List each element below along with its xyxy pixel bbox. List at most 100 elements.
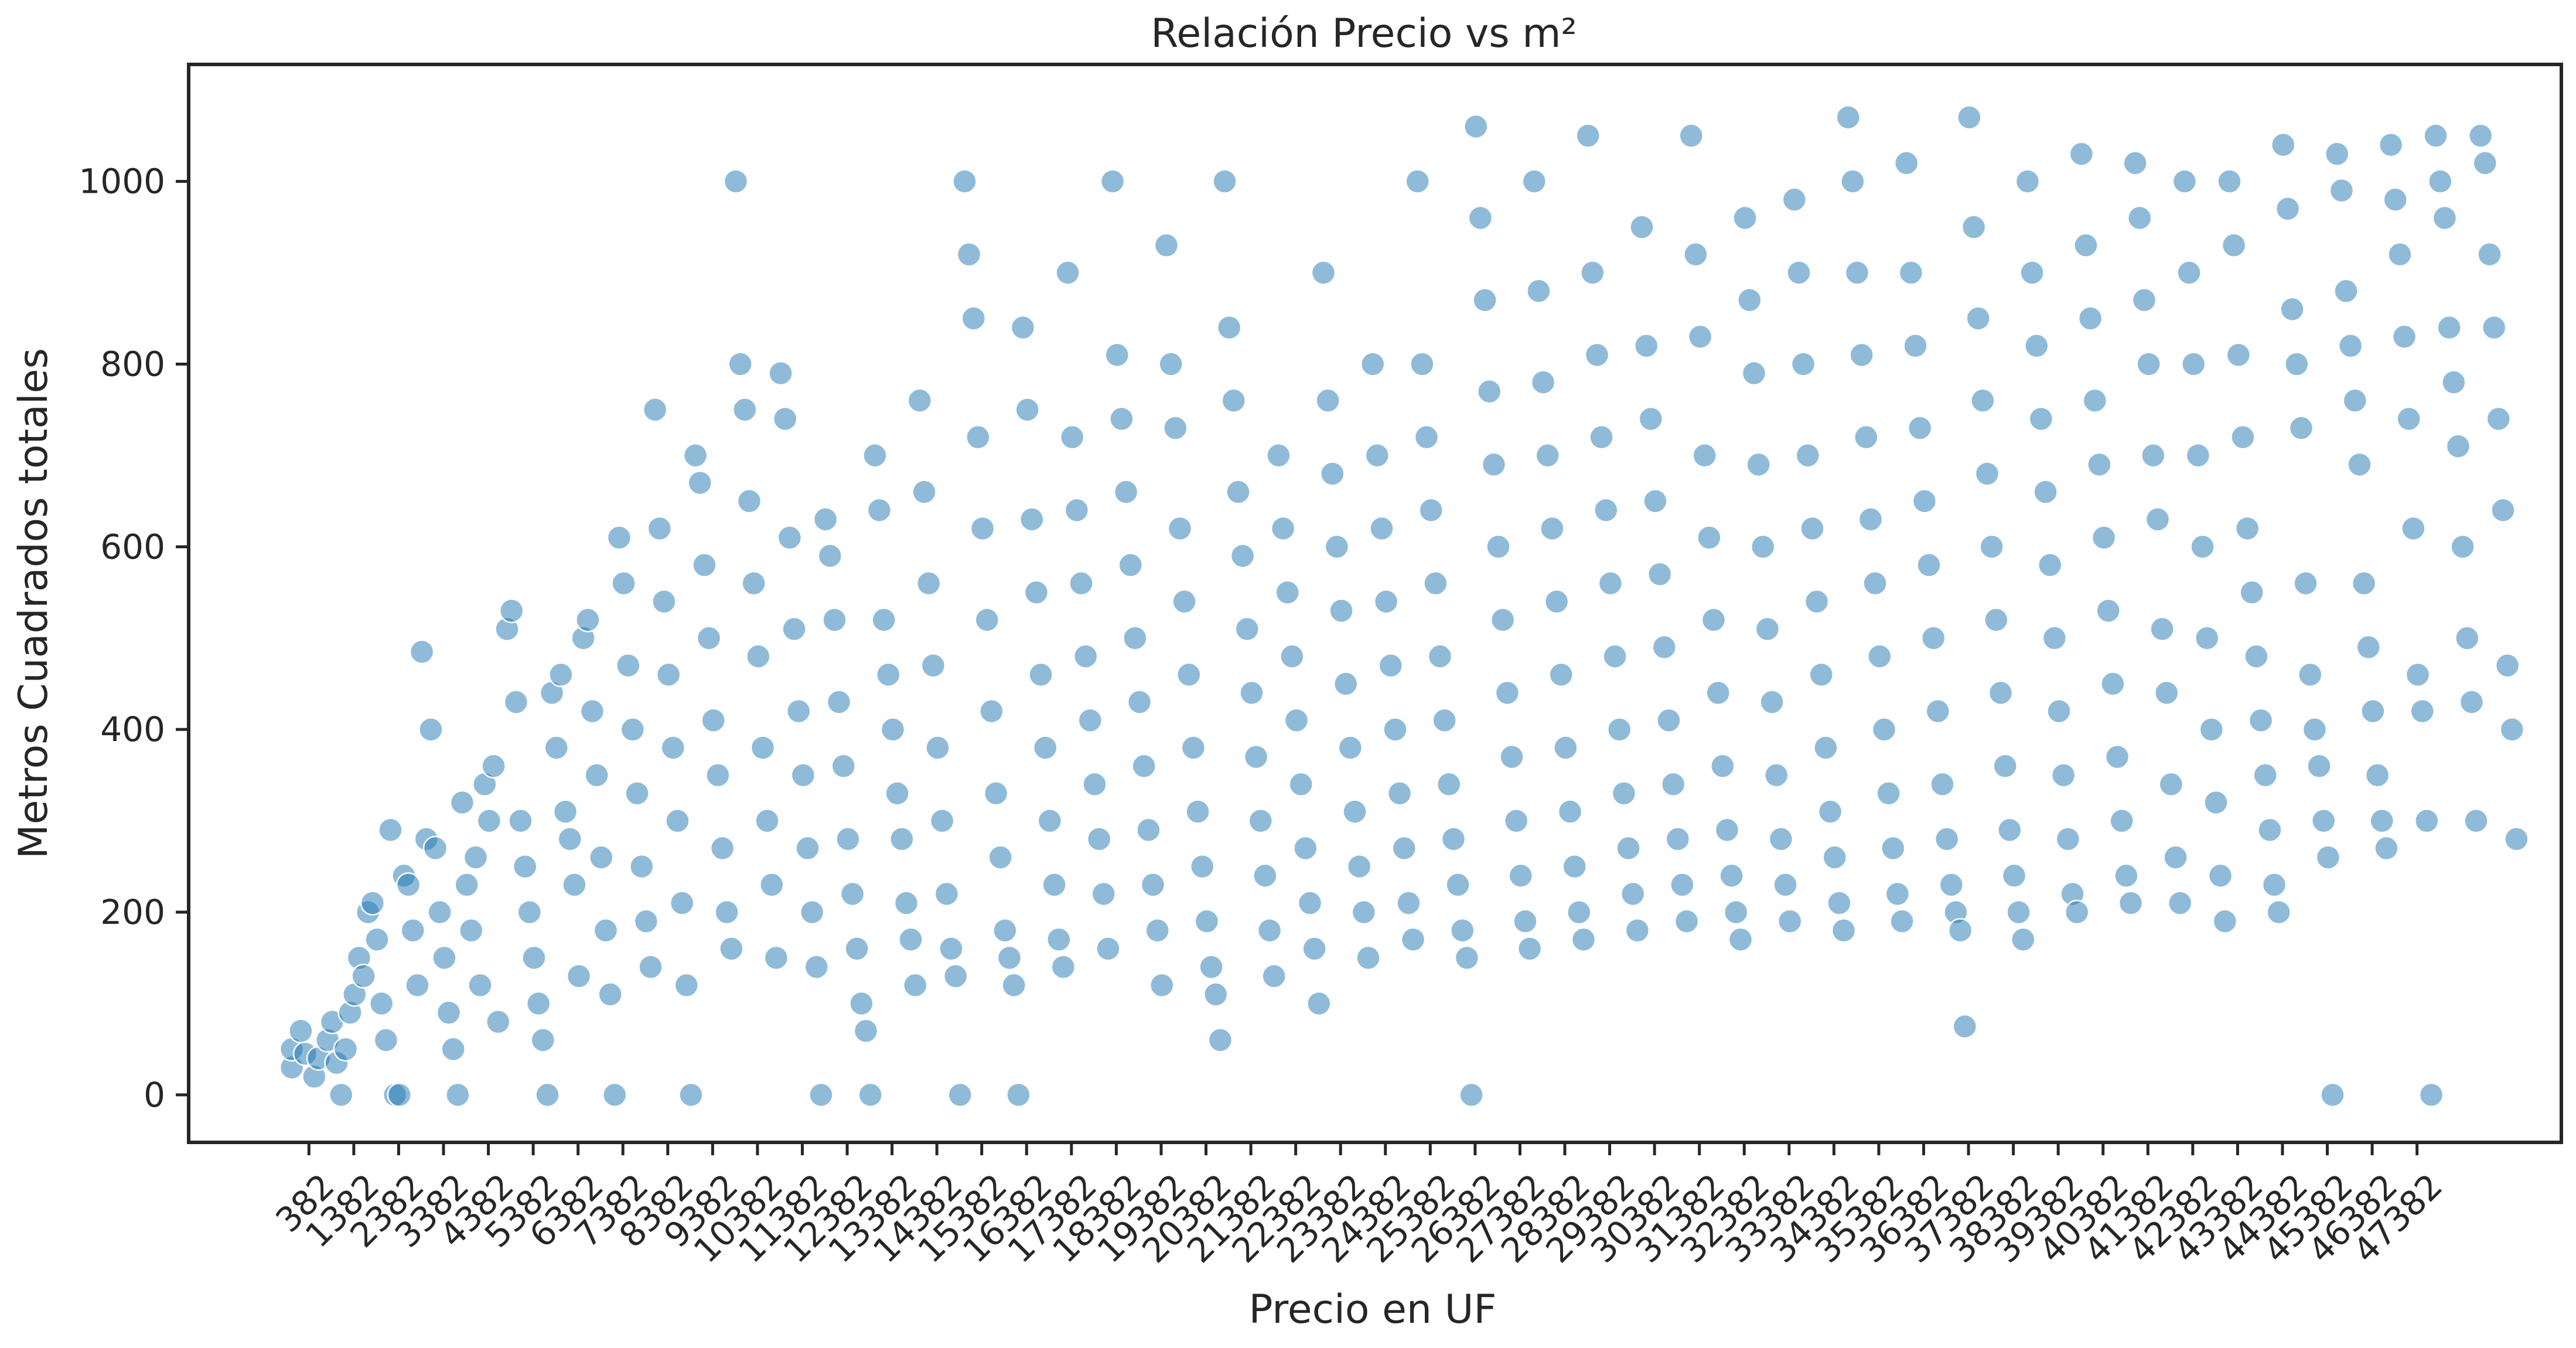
scatter-point	[589, 845, 614, 870]
scatter-point	[1172, 589, 1197, 615]
y-tick-label: 1000	[79, 162, 165, 202]
scatter-point	[1889, 909, 1915, 934]
scatter-point	[1893, 151, 1919, 176]
scatter-point	[625, 781, 650, 806]
scatter-point	[1997, 817, 2022, 842]
scatter-point	[1598, 571, 1623, 596]
scatter-point	[2481, 315, 2507, 340]
scatter-point	[1077, 708, 1103, 733]
scatter-point	[1517, 936, 1543, 961]
scatter-point	[1037, 808, 1063, 834]
scatter-point	[1149, 972, 1175, 998]
scatter-point	[1320, 461, 1345, 486]
scatter-point	[2011, 927, 2036, 953]
scatter-point	[947, 1082, 973, 1108]
scatter-point	[1405, 169, 1430, 194]
scatter-point	[1019, 507, 1045, 532]
scatter-point	[552, 799, 578, 824]
scatter-point	[2230, 424, 2256, 450]
scatter-point	[2360, 698, 2386, 724]
scatter-point	[2329, 178, 2355, 203]
scatter-point	[579, 698, 605, 724]
scatter-point	[1131, 753, 1156, 779]
scatter-point	[2082, 388, 2108, 414]
scatter-point	[2378, 132, 2404, 158]
scatter-point	[575, 607, 601, 633]
scatter-point	[1432, 708, 1457, 733]
scatter-point	[1530, 370, 1556, 395]
scatter-point	[1584, 342, 1610, 368]
scatter-point	[2414, 808, 2439, 834]
scatter-point	[1109, 406, 1134, 432]
scatter-point	[1974, 461, 2000, 486]
scatter-point	[2015, 169, 2041, 194]
scatter-point	[1768, 827, 1794, 852]
scatter-point	[916, 571, 941, 596]
scatter-point	[1548, 662, 1574, 687]
scatter-point	[1755, 616, 1780, 641]
scatter-point	[1526, 278, 1551, 303]
scatter-point	[2324, 141, 2350, 167]
scatter-point	[2176, 260, 2202, 285]
scatter-point	[1414, 424, 1439, 450]
scatter-point	[992, 917, 1018, 943]
scatter-point	[1400, 927, 1426, 953]
scatter-point	[651, 589, 677, 615]
scatter-point	[1073, 644, 1098, 669]
scatter-point	[804, 954, 830, 980]
scatter-point	[1652, 634, 1677, 660]
scatter-point	[2347, 452, 2372, 477]
scatter-point	[1297, 890, 1323, 916]
scatter-point	[1351, 899, 1377, 925]
scatter-point	[2136, 351, 2161, 377]
scatter-point	[2149, 616, 2175, 641]
scatter-point	[1535, 443, 1561, 468]
scatter-point	[880, 716, 906, 742]
scatter-point	[2033, 479, 2058, 505]
scatter-point	[2280, 296, 2305, 322]
scatter-point	[606, 525, 632, 550]
scatter-point	[2055, 827, 2081, 852]
scatter-point	[436, 1000, 462, 1025]
scatter-point	[1643, 489, 1668, 514]
y-tick-label: 400	[100, 709, 165, 749]
scatter-point	[642, 397, 668, 422]
scatter-point	[2069, 141, 2094, 167]
scatter-point	[1158, 351, 1183, 377]
scatter-point	[1378, 653, 1404, 678]
scatter-point	[1782, 187, 1807, 213]
scatter-point	[2087, 452, 2112, 477]
scatter-point	[1737, 288, 1762, 313]
scatter-point	[2158, 772, 2184, 797]
scatter-point	[2001, 863, 2027, 888]
scatter-point	[2096, 598, 2121, 623]
scatter-point	[535, 1082, 560, 1108]
scatter-point	[1831, 917, 1857, 943]
scatter-point	[2495, 653, 2520, 678]
scatter-point	[2123, 151, 2148, 176]
scatter-point	[1620, 881, 1646, 907]
scatter-point	[1476, 378, 1502, 404]
scatter-point	[2226, 342, 2251, 368]
scatter-point	[2019, 260, 2045, 285]
scatter-point	[1023, 580, 1049, 605]
scatter-point	[2320, 1082, 2345, 1108]
scatter-point	[1916, 552, 1942, 578]
scatter-point	[1687, 324, 1713, 349]
scatter-point	[983, 781, 1009, 806]
scatter-point	[736, 489, 762, 514]
scatter-point	[1387, 781, 1412, 806]
scatter-point	[1840, 169, 1865, 194]
scatter-point	[2127, 205, 2152, 231]
scatter-point	[709, 835, 735, 861]
scatter-point	[2167, 890, 2193, 916]
scatter-point	[2423, 123, 2448, 148]
scatter-point	[1629, 214, 1654, 240]
scatter-point	[422, 835, 448, 861]
scatter-point	[2199, 716, 2224, 742]
scatter-point	[1858, 507, 1884, 532]
scatter-point	[1719, 863, 1744, 888]
scatter-point	[871, 607, 896, 633]
scatter-point	[1163, 415, 1188, 441]
